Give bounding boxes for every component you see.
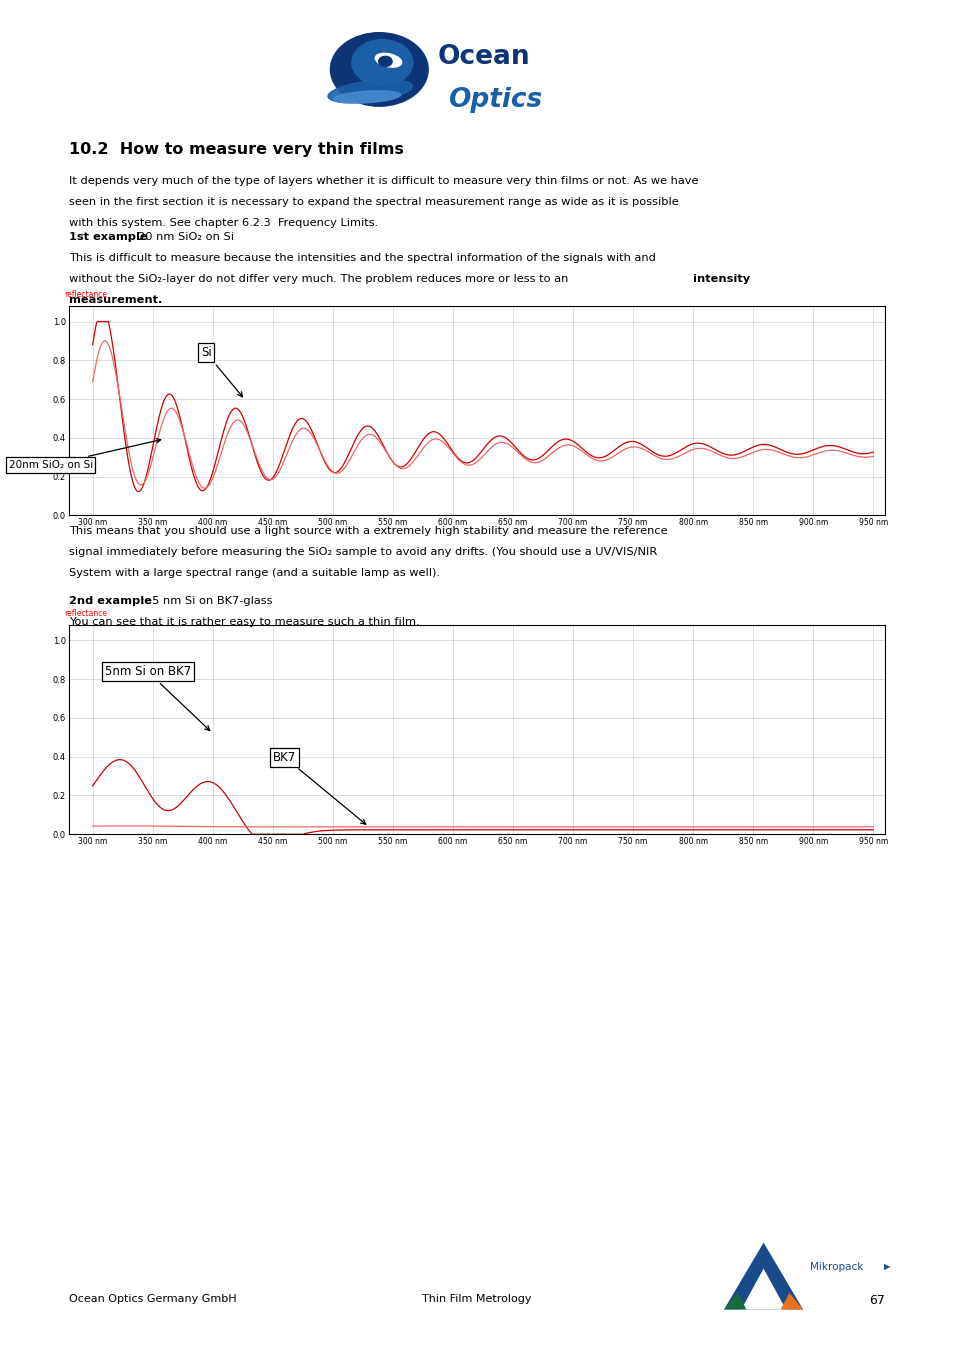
Text: Si: Si — [200, 346, 242, 397]
Ellipse shape — [375, 53, 401, 68]
Text: It depends very much of the type of layers whether it is difficult to measure ve: It depends very much of the type of laye… — [69, 176, 698, 185]
Text: measurement.: measurement. — [69, 295, 162, 305]
Circle shape — [330, 32, 428, 107]
Text: Thin Film Metrology: Thin Film Metrology — [422, 1294, 531, 1304]
Text: Mikropack: Mikropack — [809, 1262, 862, 1271]
Text: 67: 67 — [868, 1294, 884, 1308]
Text: :  5 nm Si on BK7-glass: : 5 nm Si on BK7-glass — [141, 596, 273, 605]
Text: :  20 nm SiO₂ on Si: : 20 nm SiO₂ on Si — [127, 232, 233, 242]
Polygon shape — [723, 1243, 802, 1309]
Text: Ocean: Ocean — [436, 45, 529, 70]
Polygon shape — [740, 1269, 785, 1309]
Text: You can see that it is rather easy to measure such a thin film.: You can see that it is rather easy to me… — [69, 616, 419, 627]
Ellipse shape — [328, 80, 412, 103]
Text: 10.2  How to measure very thin films: 10.2 How to measure very thin films — [69, 142, 403, 157]
Text: System with a large spectral range (and a suitable lamp as well).: System with a large spectral range (and … — [69, 567, 439, 578]
Polygon shape — [723, 1293, 745, 1309]
Circle shape — [352, 39, 413, 85]
Text: This is difficult to measure because the intensities and the spectral informatio: This is difficult to measure because the… — [69, 254, 655, 263]
Text: reflectance: reflectance — [65, 608, 108, 617]
Text: 20nm SiO₂ on Si: 20nm SiO₂ on Si — [9, 439, 160, 470]
Text: Optics: Optics — [448, 86, 541, 112]
Text: This means that you should use a light source with a extremely high stability an: This means that you should use a light s… — [69, 526, 666, 536]
Circle shape — [378, 57, 392, 66]
Text: 5nm Si on BK7: 5nm Si on BK7 — [105, 665, 210, 731]
Text: with this system. See chapter 6.2.3  Frequency Limits.: with this system. See chapter 6.2.3 Freq… — [69, 218, 377, 227]
Text: ▶: ▶ — [882, 1262, 889, 1271]
Text: 2nd example: 2nd example — [69, 596, 152, 605]
Text: 1st example: 1st example — [69, 232, 148, 242]
Text: seen in the first section it is necessary to expand the spectral measurement ran: seen in the first section it is necessar… — [69, 197, 678, 207]
Ellipse shape — [334, 91, 400, 103]
Text: Ocean Optics Germany GmbH: Ocean Optics Germany GmbH — [69, 1294, 236, 1304]
Text: BK7: BK7 — [273, 751, 365, 824]
Polygon shape — [780, 1293, 802, 1309]
Text: without the SiO₂-layer do not differ very much. The problem reduces more or less: without the SiO₂-layer do not differ ver… — [69, 274, 571, 284]
Text: reflectance: reflectance — [65, 289, 108, 299]
Text: signal immediately before measuring the SiO₂ sample to avoid any drifts. (You sh: signal immediately before measuring the … — [69, 547, 657, 557]
Text: intensity: intensity — [692, 274, 749, 284]
